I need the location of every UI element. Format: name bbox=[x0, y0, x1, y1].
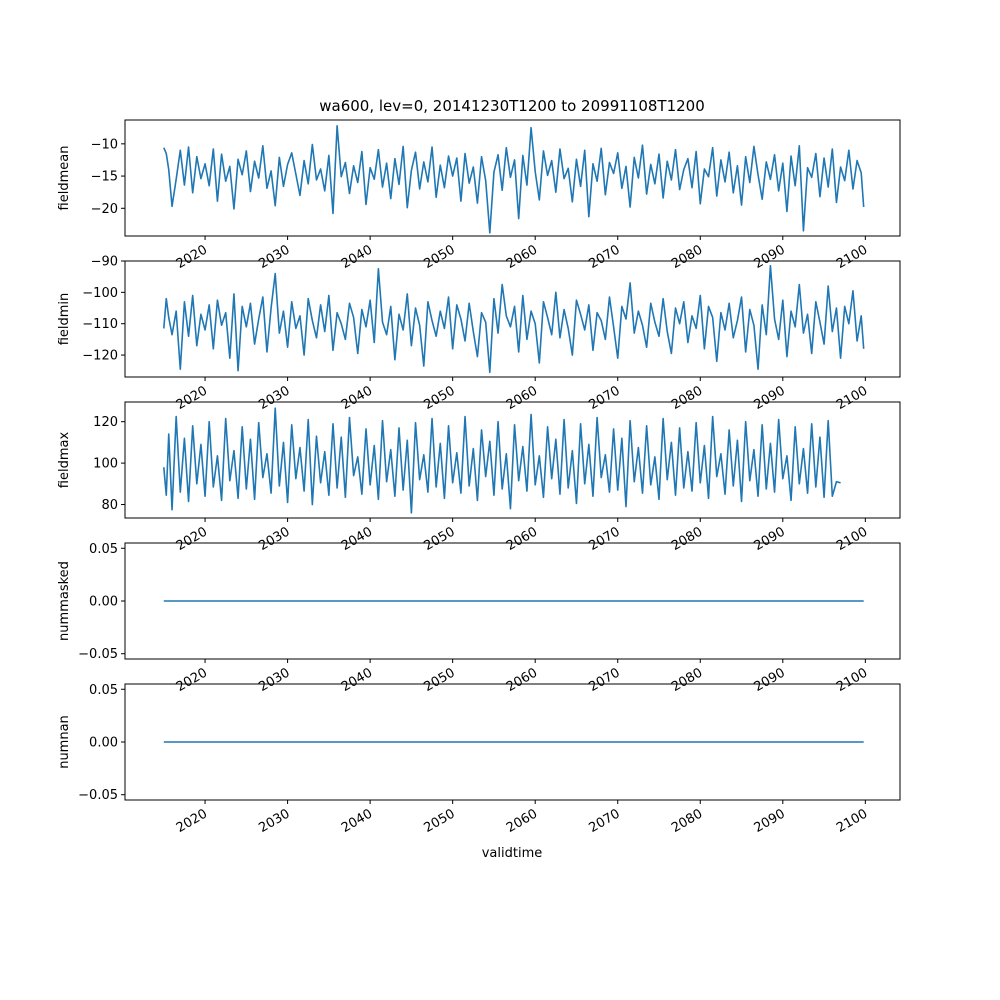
x-tick-label: 2100 bbox=[834, 242, 870, 272]
x-tick-label: 2050 bbox=[422, 665, 458, 695]
x-tick-label: 2080 bbox=[669, 524, 705, 554]
axes-frame-fieldmean bbox=[124, 119, 901, 237]
x-tick-label: 2060 bbox=[504, 242, 540, 272]
x-tick-label: 2090 bbox=[752, 383, 788, 413]
x-tick-label: 2030 bbox=[256, 665, 292, 695]
x-tick-label: 2050 bbox=[422, 806, 458, 836]
x-tick-label: 2080 bbox=[669, 806, 705, 836]
x-tick-label: 2070 bbox=[587, 524, 623, 554]
y-axis-label-fieldmin: fieldmin bbox=[57, 293, 72, 346]
axes-frame-fieldmin bbox=[124, 260, 901, 378]
x-tick-label: 2070 bbox=[587, 665, 623, 695]
y-axis-label-fieldmean: fieldmean bbox=[57, 146, 72, 211]
y-axis-label-fieldmax: fieldmax bbox=[57, 432, 72, 489]
y-tick-label: −0.05 bbox=[78, 788, 118, 803]
x-tick-label: 2020 bbox=[174, 242, 210, 272]
y-tick-label: −20 bbox=[91, 202, 118, 217]
x-tick-label: 2020 bbox=[174, 806, 210, 836]
y-axis-label-nummasked: nummasked bbox=[57, 561, 72, 641]
x-tick-label: 2040 bbox=[339, 383, 375, 413]
y-tick-label: 0.00 bbox=[89, 736, 118, 751]
x-tick-label: 2070 bbox=[587, 806, 623, 836]
y-tick-label: −90 bbox=[91, 255, 118, 270]
x-tick-label: 2030 bbox=[256, 524, 292, 554]
x-tick-label: 2100 bbox=[834, 665, 870, 695]
y-tick-label: −0.05 bbox=[78, 647, 118, 662]
x-tick-label: 2040 bbox=[339, 806, 375, 836]
x-tick-label: 2060 bbox=[504, 806, 540, 836]
y-tick-label: 120 bbox=[93, 415, 118, 430]
panel-fieldmax: 120 100 80 2020 2030 2040 2050 2060 2070 2080 2090… bbox=[57, 401, 901, 554]
axes-frame-fieldmax bbox=[124, 401, 901, 519]
figure-title: wa600, lev=0, 20141230T1200 to 20991108T… bbox=[319, 97, 705, 115]
y-tick-label: 0.05 bbox=[89, 683, 118, 698]
y-tick-label: −15 bbox=[91, 170, 118, 185]
series-line-fieldmax bbox=[162, 407, 841, 514]
x-axis-label: validtime bbox=[482, 846, 543, 861]
y-tick-label: −110 bbox=[82, 317, 118, 332]
panel-numnan: 0.05 0.00 −0.05 2020 2030 2040 2050 2060 2070 208… bbox=[57, 683, 901, 836]
x-tick-label: 2030 bbox=[256, 242, 292, 272]
x-tick-label: 2100 bbox=[834, 806, 870, 836]
x-tick-label: 2050 bbox=[422, 383, 458, 413]
x-tick-label: 2020 bbox=[174, 665, 210, 695]
x-tick-label: 2090 bbox=[752, 524, 788, 554]
y-tick-label: 100 bbox=[93, 457, 118, 472]
y-tick-label: −100 bbox=[82, 286, 118, 301]
y-axis-label-numnan: numnan bbox=[57, 715, 72, 769]
x-tick-label: 2090 bbox=[752, 665, 788, 695]
x-tick-label: 2080 bbox=[669, 665, 705, 695]
y-tick-label: 80 bbox=[101, 498, 118, 513]
y-tick-label: −120 bbox=[82, 349, 118, 364]
x-tick-label: 2040 bbox=[339, 665, 375, 695]
x-tick-label: 2070 bbox=[587, 242, 623, 272]
x-tick-label: 2080 bbox=[669, 383, 705, 413]
x-tick-label: 2060 bbox=[504, 383, 540, 413]
x-tick-label: 2070 bbox=[587, 383, 623, 413]
x-tick-label: 2030 bbox=[256, 806, 292, 836]
panel-nummasked: 0.05 0.00 −0.05 2020 2030 2040 2050 2060 2070 208… bbox=[57, 542, 901, 695]
series-line-fieldmin bbox=[162, 264, 865, 374]
y-tick-label: 0.05 bbox=[89, 542, 118, 557]
y-tick-label: −10 bbox=[91, 137, 118, 152]
x-tick-label: 2060 bbox=[504, 665, 540, 695]
series-line-fieldmean bbox=[163, 125, 865, 234]
x-tick-label: 2100 bbox=[834, 383, 870, 413]
x-tick-label: 2020 bbox=[174, 524, 210, 554]
y-tick-label: 0.00 bbox=[89, 595, 118, 610]
x-tick-label: 2020 bbox=[174, 383, 210, 413]
x-tick-label: 2050 bbox=[422, 242, 458, 272]
x-tick-label: 2040 bbox=[339, 242, 375, 272]
x-tick-label: 2080 bbox=[669, 242, 705, 272]
x-tick-label: 2040 bbox=[339, 524, 375, 554]
x-tick-label: 2090 bbox=[752, 806, 788, 836]
x-tick-label: 2060 bbox=[504, 524, 540, 554]
x-tick-label: 2050 bbox=[422, 524, 458, 554]
x-tick-label: 2100 bbox=[834, 524, 870, 554]
